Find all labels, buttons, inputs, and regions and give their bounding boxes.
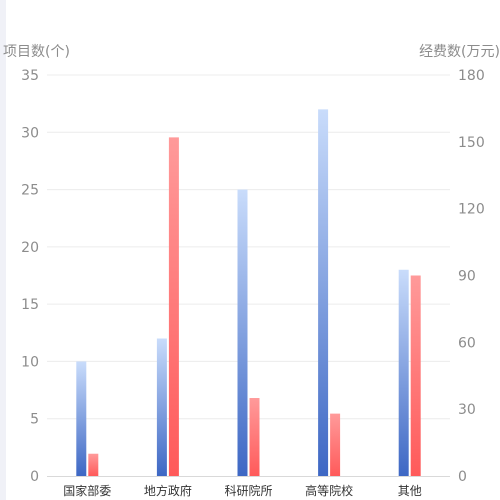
bar-project-count bbox=[398, 269, 409, 476]
bar-funding bbox=[330, 413, 341, 476]
left-edge-strip bbox=[0, 0, 6, 500]
right-tick-label: 0 bbox=[458, 469, 467, 485]
left-tick-label: 0 bbox=[30, 469, 39, 485]
left-tick-label: 15 bbox=[21, 297, 39, 313]
left-tick-label: 5 bbox=[30, 412, 39, 428]
category-label: 高等院校 bbox=[305, 483, 353, 498]
right-tick-label: 180 bbox=[458, 68, 485, 84]
grid-lines bbox=[47, 74, 450, 420]
left-axis-title: 项目数(个) bbox=[3, 44, 70, 60]
right-tick-label: 150 bbox=[458, 135, 485, 151]
category-label: 国家部委 bbox=[63, 483, 111, 498]
bar-project-count bbox=[76, 361, 87, 476]
bars bbox=[76, 109, 421, 477]
right-axis-title: 经费数(万元) bbox=[419, 44, 500, 60]
bar-funding bbox=[410, 275, 421, 476]
right-tick-label: 30 bbox=[458, 402, 476, 418]
bar-funding bbox=[168, 137, 179, 476]
right-tick-label: 60 bbox=[458, 335, 476, 351]
bar-project-count bbox=[156, 338, 167, 476]
bar-project-count bbox=[237, 189, 248, 477]
category-label: 科研院所 bbox=[224, 484, 272, 498]
bar-project-count bbox=[318, 109, 329, 476]
category-label: 地方政府 bbox=[144, 483, 192, 498]
right-tick-label: 90 bbox=[458, 269, 476, 285]
labels: 0 5 10 15 20 25 30 35 0 30 60 90 120 150 180 项目数(个) 经费数(… bbox=[3, 44, 500, 498]
left-tick-label: 10 bbox=[21, 354, 39, 370]
category-label: 其他 bbox=[398, 484, 422, 498]
bar-funding bbox=[88, 453, 99, 476]
right-tick-label: 120 bbox=[458, 202, 485, 218]
left-tick-label: 30 bbox=[21, 125, 39, 141]
left-tick-label: 25 bbox=[21, 183, 39, 199]
left-tick-label: 20 bbox=[21, 240, 39, 256]
bar-funding bbox=[249, 398, 260, 476]
left-tick-label: 35 bbox=[21, 68, 39, 84]
